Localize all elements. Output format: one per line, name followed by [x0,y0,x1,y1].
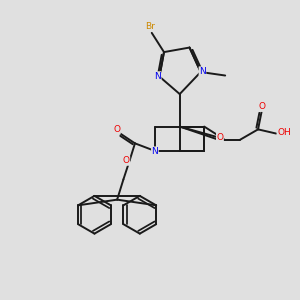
Text: Br: Br [145,22,155,31]
Text: O: O [216,133,224,142]
Text: OH: OH [277,128,291,137]
Text: O: O [259,103,266,112]
Text: O: O [113,125,120,134]
Text: N: N [154,72,161,81]
Text: O: O [123,156,130,165]
Text: N: N [152,147,158,156]
Text: N: N [199,67,206,76]
